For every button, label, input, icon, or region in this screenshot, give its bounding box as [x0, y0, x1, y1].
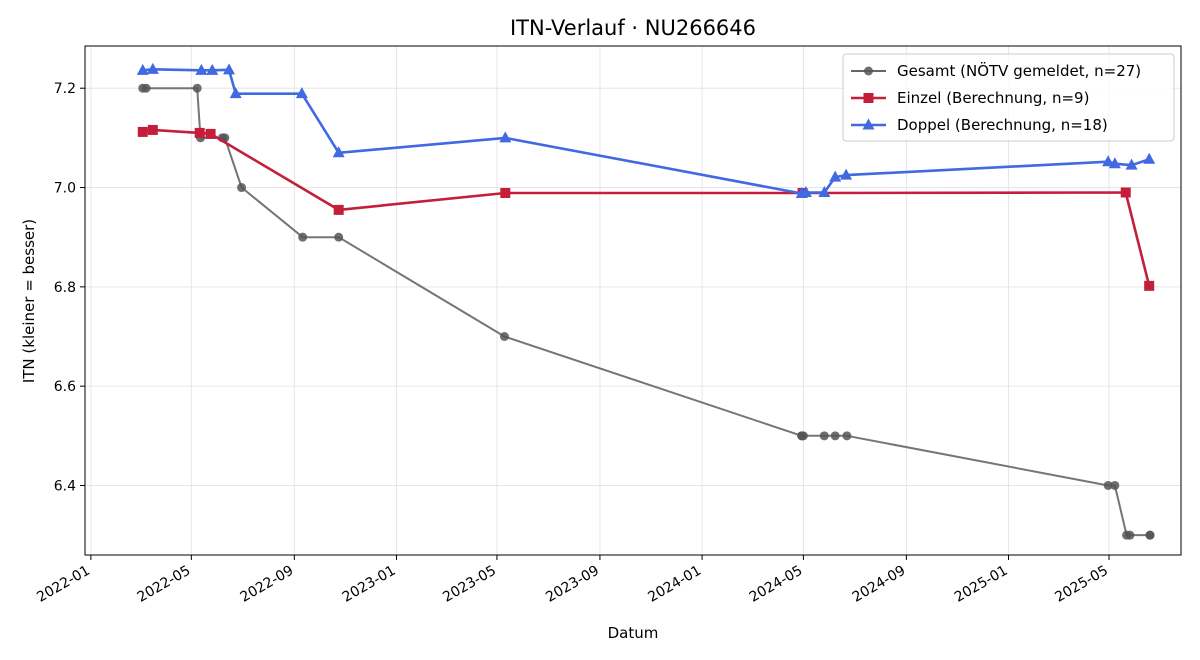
x-tick-label: 2023-01 [340, 563, 399, 606]
data-point [137, 126, 148, 137]
data-point [229, 87, 242, 99]
data-point [1103, 480, 1113, 490]
y-tick-label: 7.0 [54, 181, 76, 197]
data-point [136, 63, 149, 75]
x-axis: 2022-01 2022-05 2022-09 2023-01 2023-05 2023-… [34, 555, 1111, 606]
y-tick-label: 6.8 [54, 280, 76, 296]
data-point [1125, 530, 1135, 540]
data-point [141, 83, 151, 93]
legend-marker [863, 93, 874, 103]
x-tick-label: 2023-05 [440, 563, 499, 606]
legend-label: Doppel (Berechnung, n=18) [897, 116, 1108, 134]
x-axis-label: Datum [608, 624, 659, 642]
data-point [819, 431, 829, 441]
x-tick-label: 2024-05 [747, 563, 806, 606]
data-point [147, 124, 158, 135]
legend-box [842, 53, 1175, 142]
plot-frame [84, 45, 1182, 556]
x-tick-label: 2022-01 [34, 563, 93, 606]
x-tick-label: 2022-05 [135, 563, 194, 606]
x-tick-label: 2024-09 [850, 563, 909, 606]
legend-marker [864, 66, 873, 76]
y-axis-label: ITN (kleiner = besser) [20, 219, 38, 383]
series-3 [136, 62, 1156, 198]
data-point [500, 187, 511, 198]
data-point [499, 131, 512, 143]
data-point [332, 146, 345, 158]
series-layer [136, 62, 1156, 540]
data-point [1143, 152, 1156, 164]
data-point [829, 170, 842, 182]
data-point [499, 332, 509, 342]
y-tick-label: 7.2 [54, 81, 76, 97]
data-point [195, 63, 208, 75]
data-point [818, 185, 831, 197]
data-point [1144, 280, 1155, 291]
legend-label: Gesamt (NÖTV gemeldet, n=27) [897, 61, 1141, 80]
data-point [1125, 158, 1138, 170]
data-point [237, 183, 247, 193]
x-tick-label: 2023-09 [543, 563, 602, 606]
legend-marker [862, 118, 875, 130]
data-point [146, 62, 159, 74]
data-point [798, 431, 808, 441]
y-tick-label: 6.4 [54, 478, 76, 494]
data-point [298, 232, 308, 242]
data-point [1145, 530, 1155, 540]
data-point [842, 431, 852, 441]
y-axis: 6.4 6.6 6.8 7.0 7.2 [54, 81, 85, 494]
data-point [223, 63, 236, 75]
chart-title: ITN-Verlauf · NU266646 [510, 16, 756, 40]
x-tick-label: 2025-01 [952, 563, 1011, 606]
data-point [333, 204, 344, 215]
series-2 [137, 124, 1155, 291]
data-point [205, 128, 216, 139]
series-1 [138, 83, 1155, 540]
data-point [1110, 480, 1120, 490]
data-point [799, 185, 812, 197]
legend-label: Einzel (Berechnung, n=9) [897, 89, 1089, 107]
data-point [206, 63, 219, 75]
data-point [1102, 155, 1115, 167]
x-tick-label: 2022-09 [238, 563, 297, 606]
data-point [194, 127, 205, 138]
data-point [192, 83, 202, 93]
data-point [1108, 157, 1121, 169]
data-point [334, 232, 344, 242]
series-line [142, 128, 1151, 287]
x-tick-label: 2025-05 [1052, 563, 1111, 606]
x-tick-label: 2024-01 [645, 563, 704, 606]
legend: Gesamt (NÖTV gemeldet, n=27) Einzel (Bere… [842, 53, 1175, 142]
y-tick-label: 6.6 [54, 379, 76, 395]
data-point [295, 87, 308, 99]
data-point [840, 168, 853, 180]
data-point [1120, 187, 1131, 198]
data-point [830, 431, 840, 441]
